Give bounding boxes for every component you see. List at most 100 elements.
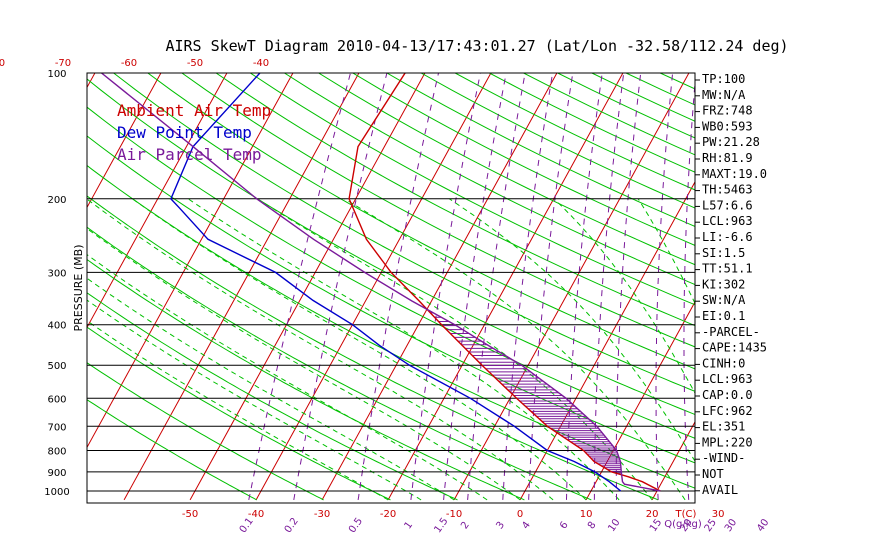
- stat-item: AVAIL: [702, 483, 738, 497]
- pressure-tick-label: 800: [47, 447, 66, 458]
- moist-adiabat-line: [344, 198, 686, 501]
- isotherm-line: [850, 73, 870, 500]
- mixing-ratio-line: [467, 73, 526, 500]
- mixing-ratio-line: [683, 77, 695, 500]
- stat-item: -PARCEL-: [702, 325, 760, 339]
- legend-entry: Dew Point Temp: [117, 123, 252, 142]
- dry-adiabat-line: [87, 362, 324, 501]
- dry-adiabat-line: [318, 73, 695, 266]
- isotherm-line: [255, 73, 492, 501]
- dry-adiabat-line: [87, 164, 695, 489]
- top-temp-tick-label: -70: [55, 58, 71, 69]
- isotherm-line: [189, 73, 426, 501]
- plot-frame: [86, 72, 696, 504]
- mixing-ratio-tick-label: 6: [558, 520, 571, 532]
- stat-item: KI:302: [702, 277, 745, 291]
- mixing-ratio-line: [615, 73, 642, 500]
- bottom-temp-tick-label: 0: [517, 509, 523, 520]
- pressure-tick-label: 500: [47, 361, 66, 372]
- moist-adiabat-line: [449, 198, 695, 463]
- mixing-ratio-tick-label: 1: [403, 520, 416, 532]
- moist-adiabat-line: [755, 199, 850, 500]
- moist-adiabat-line: [87, 227, 521, 501]
- stat-item: MW:N/A: [702, 88, 746, 102]
- isotherm-line: [387, 73, 624, 501]
- stat-item: -WIND-: [702, 451, 745, 465]
- bottom-temp-tick-label: -30: [314, 509, 330, 520]
- isotherm-line: [321, 73, 558, 501]
- mixing-ratio-tick-label: 3: [494, 520, 507, 532]
- bottom-temp-tick-label: -50: [182, 509, 198, 520]
- stat-item: L57:6.6: [702, 198, 753, 212]
- dry-adiabat-line: [250, 73, 695, 306]
- stat-item: SI:1.5: [702, 246, 745, 260]
- isotherm-line: [784, 73, 870, 500]
- dry-adiabat-line: [181, 73, 695, 348]
- stat-item: TH:5463: [702, 183, 753, 197]
- stat-item: CAPE:1435: [702, 341, 767, 355]
- temp-unit-label: T(C): [675, 509, 697, 520]
- moist-adiabat-line: [132, 198, 587, 501]
- mixing-ratio-line: [566, 73, 603, 500]
- stat-item: TT:51.1: [702, 262, 753, 276]
- moist-adiabat-line: [87, 299, 422, 501]
- cape-hatch-area: [430, 312, 622, 474]
- pressure-tick-label: 700: [47, 422, 66, 433]
- dry-adiabat-line: [352, 73, 695, 246]
- top-temp-tick-label: -80: [0, 58, 5, 69]
- dry-adiabat-line: [523, 73, 695, 156]
- stat-item: SW:N/A: [702, 293, 746, 307]
- stat-item: EL:351: [702, 420, 745, 434]
- stat-item: LI:-6.6: [702, 230, 753, 244]
- isotherm-line: [87, 73, 228, 329]
- y-axis-label: PRESSURE (MB): [72, 245, 85, 332]
- isotherm-line: [585, 300, 695, 501]
- mixing-ratio-line: [357, 73, 439, 500]
- stat-item: RH:81.9: [702, 151, 753, 165]
- bottom-temp-tick-label: -20: [380, 509, 396, 520]
- pressure-tick-label: 300: [47, 268, 66, 279]
- pressure-tick-label: 100: [47, 69, 66, 80]
- air-parcel-temp-line: [101, 73, 661, 492]
- moist-adiabat-line: [187, 198, 620, 501]
- dry-adiabat-line: [659, 73, 695, 90]
- dry-adiabat-line: [284, 73, 695, 286]
- dry-adiabat-line: [87, 195, 659, 501]
- mixing-ratio-line: [248, 73, 351, 500]
- isotherm-line: [87, 73, 294, 449]
- moist-adiabat-line: [257, 198, 653, 501]
- bottom-temp-tick-label: 10: [580, 509, 593, 520]
- dry-adiabat-line: [420, 73, 695, 209]
- top-temp-tick-label: -40: [253, 58, 269, 69]
- bottom-temp-tick-label: -10: [446, 509, 462, 520]
- stat-item: LFC:962: [702, 404, 753, 418]
- dry-adiabat-line: [87, 258, 525, 501]
- isotherm-line: [123, 73, 360, 501]
- stat-item: MPL:220: [702, 435, 753, 449]
- stat-item: TP:100: [702, 72, 745, 86]
- moist-adiabat-line: [87, 320, 389, 501]
- stat-item: FRZ:748: [702, 104, 753, 118]
- bottom-temp-tick-label: 30: [712, 509, 725, 520]
- top-temp-tick-label: -60: [121, 58, 137, 69]
- ambient-air-temp-line: [348, 73, 661, 492]
- dry-adiabat-line: [87, 226, 592, 501]
- top-temp-tick-label: -50: [187, 58, 203, 69]
- stat-item: WB0:593: [702, 119, 753, 133]
- mixing-ratio-tick-label: 10: [606, 517, 622, 534]
- stat-item: LCL:963: [702, 214, 753, 228]
- moist-adiabat-line: [87, 254, 488, 501]
- mixing-ratio-line: [528, 73, 574, 500]
- stat-item: CAP:0.0: [702, 388, 753, 402]
- dry-adiabat-line: [87, 399, 257, 501]
- mixing-ratio-line: [655, 73, 674, 500]
- mixing-ratio-unit-label: Q(g/kg): [664, 519, 702, 530]
- mixing-ratio-tick-label: 4: [520, 520, 533, 532]
- mixing-ratio-line: [443, 73, 507, 500]
- chart-title: AIRS SkewT Diagram 2010-04-13/17:43:01.2…: [165, 37, 788, 55]
- dry-adiabat-line: [113, 73, 695, 392]
- dry-adiabat-line: [87, 78, 695, 416]
- dry-adiabat-line: [87, 106, 695, 439]
